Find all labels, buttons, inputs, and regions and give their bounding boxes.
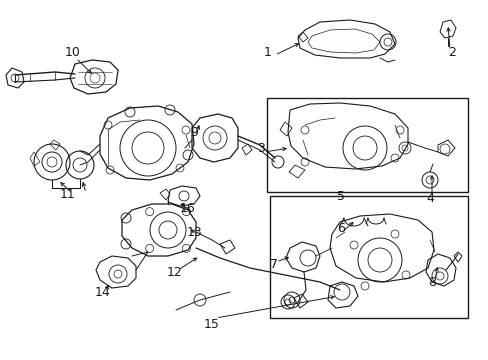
Text: 1: 1	[264, 45, 271, 58]
Text: 11: 11	[60, 189, 76, 202]
Bar	[269, 196, 467, 318]
Text: 5: 5	[336, 189, 345, 202]
Text: 14: 14	[95, 287, 111, 300]
Text: 9: 9	[190, 126, 198, 139]
Text: 8: 8	[427, 275, 435, 288]
Text: 16: 16	[180, 202, 196, 215]
Text: 2: 2	[447, 45, 455, 58]
Text: 10: 10	[65, 45, 81, 58]
Text: 12: 12	[167, 266, 183, 279]
Text: 3: 3	[257, 141, 264, 154]
Bar	[266, 98, 467, 192]
Text: 7: 7	[269, 258, 278, 271]
Text: 13: 13	[187, 225, 203, 238]
Text: 4: 4	[425, 192, 433, 204]
Text: 6: 6	[336, 222, 344, 235]
Text: 15: 15	[203, 318, 220, 330]
